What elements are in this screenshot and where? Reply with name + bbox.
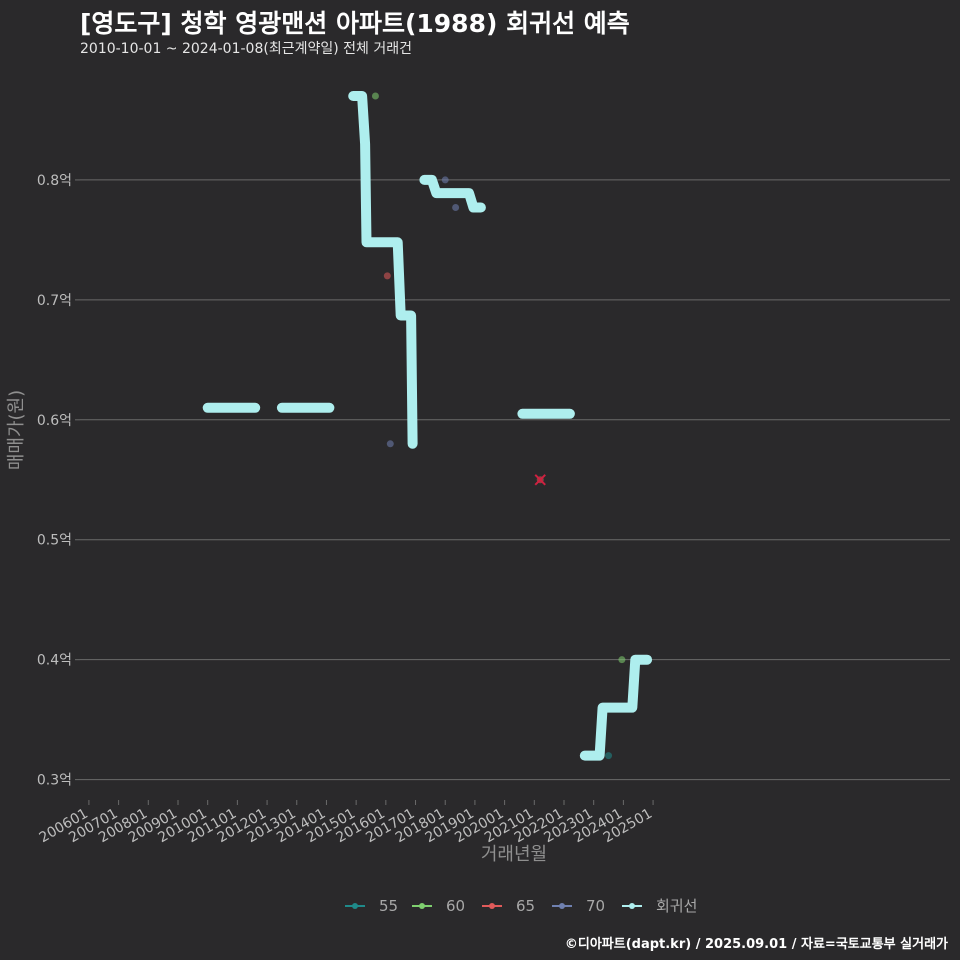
data-point-60 xyxy=(618,656,626,664)
data-point-65 xyxy=(383,272,391,280)
data-point-60 xyxy=(371,92,379,100)
regression-line-layer xyxy=(202,91,653,761)
regression-line-segment xyxy=(419,174,486,213)
y-axis-title: 매매가(원) xyxy=(6,390,27,470)
y-tick-label: 0.6억 xyxy=(37,413,72,429)
x-axis-ticks: 2006012007012008012009012010012011012012… xyxy=(37,800,655,846)
chart-title: [영도구] 청학 영광맨션 아파트(1988) 회귀선 예측 xyxy=(80,9,630,38)
x-axis-title: 거래년월 xyxy=(481,844,547,865)
y-tick-label: 0.5억 xyxy=(37,533,72,549)
regression-line-segment xyxy=(348,91,418,449)
data-point-layer xyxy=(371,92,626,760)
source-caption: ©디아파트(dapt.kr) / 2025.09.01 / 자료=국토교통부 실… xyxy=(564,937,948,952)
legend-key-point xyxy=(629,903,635,909)
data-point-55 xyxy=(605,752,613,760)
legend-key-point xyxy=(489,903,495,909)
data-point-70 xyxy=(386,440,394,448)
grid-layer xyxy=(75,179,950,781)
legend-label: 55 xyxy=(379,897,398,915)
legend-key-point xyxy=(352,903,358,909)
data-point-70 xyxy=(452,204,460,212)
data-point-70 xyxy=(441,176,449,184)
legend-label: 60 xyxy=(446,897,465,915)
y-tick-label: 0.4억 xyxy=(37,653,72,669)
y-tick-label: 0.3억 xyxy=(37,773,72,789)
y-tick-label: 0.8억 xyxy=(37,173,72,189)
legend-key-point xyxy=(419,903,425,909)
y-tick-label: 0.7억 xyxy=(37,293,72,309)
legend-key-point xyxy=(559,903,565,909)
x-marker xyxy=(534,474,546,486)
legend-label: 65 xyxy=(516,897,535,915)
regression-line-segment xyxy=(579,654,653,761)
legend-label: 70 xyxy=(586,897,605,915)
chart-subtitle: 2010-10-01 ~ 2024-01-08(최근계약일) 전체 거래건 xyxy=(80,41,412,57)
legend-label: 회귀선 xyxy=(656,897,697,915)
legend: 55 60 65 70 회귀선 xyxy=(345,897,697,915)
y-axis-ticks: 0.3억 0.4억 0.5억 0.6억 0.7억 0.8억 xyxy=(37,173,72,789)
